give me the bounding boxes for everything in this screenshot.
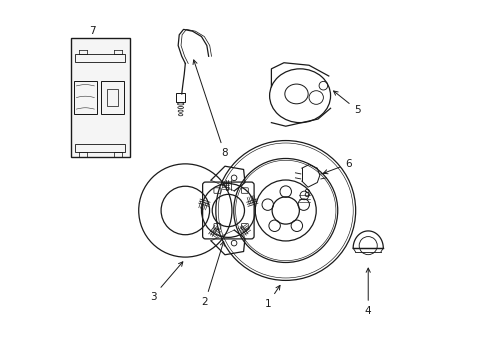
Text: 8: 8 <box>303 189 310 199</box>
Text: 1: 1 <box>264 285 280 309</box>
Bar <box>101 81 123 114</box>
Bar <box>75 54 125 62</box>
Text: 5: 5 <box>333 91 360 115</box>
Bar <box>75 144 125 152</box>
Bar <box>70 39 129 157</box>
Text: 3: 3 <box>149 262 183 302</box>
Text: 2: 2 <box>202 242 224 307</box>
Text: 4: 4 <box>364 268 371 316</box>
Text: 6: 6 <box>323 159 351 174</box>
Bar <box>74 81 97 114</box>
Text: 8: 8 <box>193 60 227 158</box>
Text: 7: 7 <box>89 26 95 36</box>
Bar <box>107 89 118 106</box>
Bar <box>176 93 184 102</box>
